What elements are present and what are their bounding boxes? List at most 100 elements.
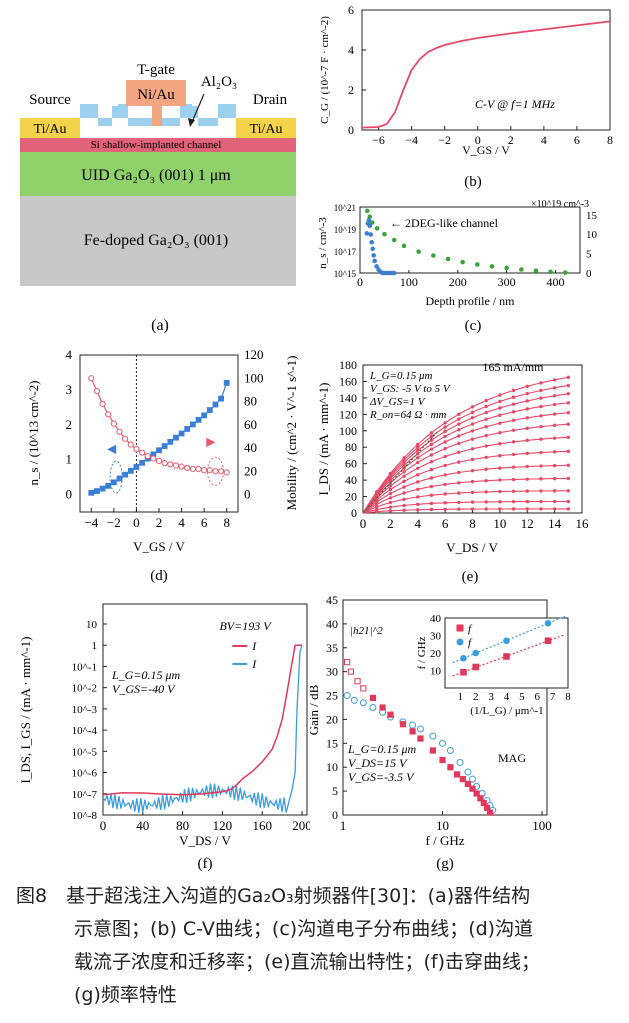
e-iv-point xyxy=(525,489,529,493)
substrate-label: Fe-doped Ga₂O₃ (001) xyxy=(84,232,228,249)
e-iv-point xyxy=(443,440,447,444)
e-iv-point xyxy=(429,434,434,439)
d-ytick-right-label: 100 xyxy=(244,370,264,385)
e-iv-point xyxy=(484,410,488,415)
e-iv-point xyxy=(552,450,557,454)
e-iv-point xyxy=(511,428,516,432)
c-green-point xyxy=(563,270,568,275)
e-xtick-label: 2 xyxy=(387,516,394,531)
caption-line-3: 载流子浓度和迁移率；(e)直流输出特性；(f)击穿曲线； xyxy=(74,951,541,973)
g-h21-point xyxy=(447,764,454,771)
g-ytick-label: 15 xyxy=(326,736,338,750)
e-iv-point xyxy=(416,487,420,492)
f-legend-ids-text: I xyxy=(251,639,257,653)
e-iv-point xyxy=(539,424,543,429)
g-h21-point xyxy=(473,790,480,797)
c-green-point xyxy=(445,256,451,262)
g-h21-point xyxy=(459,776,466,783)
e-iv-point xyxy=(539,450,543,455)
b-xtick-label: 4 xyxy=(541,133,547,147)
g-inset-xtick-label: 5 xyxy=(519,691,525,703)
drain-label: Drain xyxy=(253,92,288,108)
gate-stem xyxy=(152,106,162,126)
e-ytick-label: 60 xyxy=(345,457,357,471)
panel-a-label: (a) xyxy=(151,317,169,334)
c-blue-point xyxy=(374,264,379,269)
panel-g-frequency-chart: 1 10 100051015202530354045|h21|^2MAGL_G=0.… xyxy=(310,593,571,872)
c-xtick-label: 100 xyxy=(400,275,418,289)
e-iv-point xyxy=(416,508,420,512)
e-iv-point xyxy=(416,460,420,465)
b-xtick-label: 0 xyxy=(475,133,481,147)
d-ns-arrow: ◀ xyxy=(107,442,117,456)
e-iv-point xyxy=(416,480,420,484)
e-iv-point xyxy=(525,464,529,469)
g-inset-point xyxy=(472,663,480,671)
f-ytick-label: 1 xyxy=(92,640,98,652)
e-iv-point xyxy=(470,416,475,420)
f-annot-lg: L_G=0.15 μm xyxy=(111,668,180,682)
e-iv-point xyxy=(511,395,516,399)
g-mag-point xyxy=(439,739,447,747)
e-iv-point xyxy=(470,429,475,433)
c-ytick-label: 10^17 xyxy=(334,247,357,257)
panel-d-label: (d) xyxy=(150,568,168,584)
c-green-point xyxy=(382,231,387,237)
g-ylabel: Gain / dB xyxy=(310,684,321,735)
g-inset-point xyxy=(503,653,510,660)
e-iv-point xyxy=(552,386,557,390)
c-green-point xyxy=(365,208,370,214)
e-iv-point xyxy=(402,503,406,508)
channel-layer xyxy=(20,138,296,152)
e-iv-point xyxy=(429,447,434,451)
d-mobility-point xyxy=(223,469,230,476)
g-h21-point xyxy=(469,785,476,792)
e-iv-point xyxy=(429,501,434,506)
e-iv-point xyxy=(457,412,461,416)
e-iv-point xyxy=(552,412,557,416)
g-ytick-label: 45 xyxy=(326,593,338,607)
e-iv-point xyxy=(443,429,447,434)
d-ytick-right-label: 20 xyxy=(244,463,257,478)
c-right-label: ×10^19 cm^-3 xyxy=(531,199,589,210)
e-iv-point xyxy=(457,481,461,485)
e-ytick-label: 20 xyxy=(345,490,357,504)
g-inset-point xyxy=(460,668,467,676)
d-ns-point xyxy=(110,479,117,486)
f-ytick-label: 10^-1 xyxy=(72,661,97,673)
e-ylabel: I_DS / (mA · mm^-1) xyxy=(316,383,331,496)
e-iv-point xyxy=(566,383,571,388)
e-iv-point xyxy=(470,422,475,426)
caption-line-4: (g)频率特性 xyxy=(74,984,177,1006)
e-iv-point xyxy=(402,474,406,478)
c-ytick-right-label: 10 xyxy=(586,229,598,241)
b-xlabel: V_GS / V xyxy=(462,143,510,157)
e-iv-point xyxy=(443,473,447,477)
g-inset-point xyxy=(503,637,510,645)
e-iv-curve xyxy=(362,450,569,514)
e-iv-point xyxy=(525,438,529,443)
b-annotation: C-V @ f=1 MHz xyxy=(475,97,555,111)
panel-a-device-structure: T-gate Al₂O₃ Source Drain Ni/Au Ti/Au Ti… xyxy=(20,62,296,334)
e-iv-point xyxy=(484,500,488,504)
e-iv-point xyxy=(539,464,543,468)
f-annot-vgs: V_GS=-40 V xyxy=(112,682,176,696)
gate-head xyxy=(126,80,186,106)
g-ytick-label: 30 xyxy=(326,665,338,679)
e-iv-point xyxy=(416,448,420,453)
e-iv-point xyxy=(566,392,571,396)
e-xtick-label: 8 xyxy=(469,516,476,531)
e-iv-point xyxy=(484,507,488,511)
g-mag-point xyxy=(456,758,464,766)
e-iv-point xyxy=(457,500,461,505)
e-xtick-label: 6 xyxy=(442,516,449,531)
e-iv-point xyxy=(470,479,475,484)
b-ylabel: C_G / (10^-7 F · cm^-2) xyxy=(319,16,331,124)
e-iv-point xyxy=(443,454,447,459)
e-iv-point xyxy=(388,505,393,509)
b-frame xyxy=(361,9,611,131)
e-iv-point xyxy=(457,450,461,454)
d-ylabel: n_s / (10^13 cm^-2) xyxy=(26,381,41,486)
e-iv-point xyxy=(498,406,502,410)
drain-contact xyxy=(236,118,296,138)
